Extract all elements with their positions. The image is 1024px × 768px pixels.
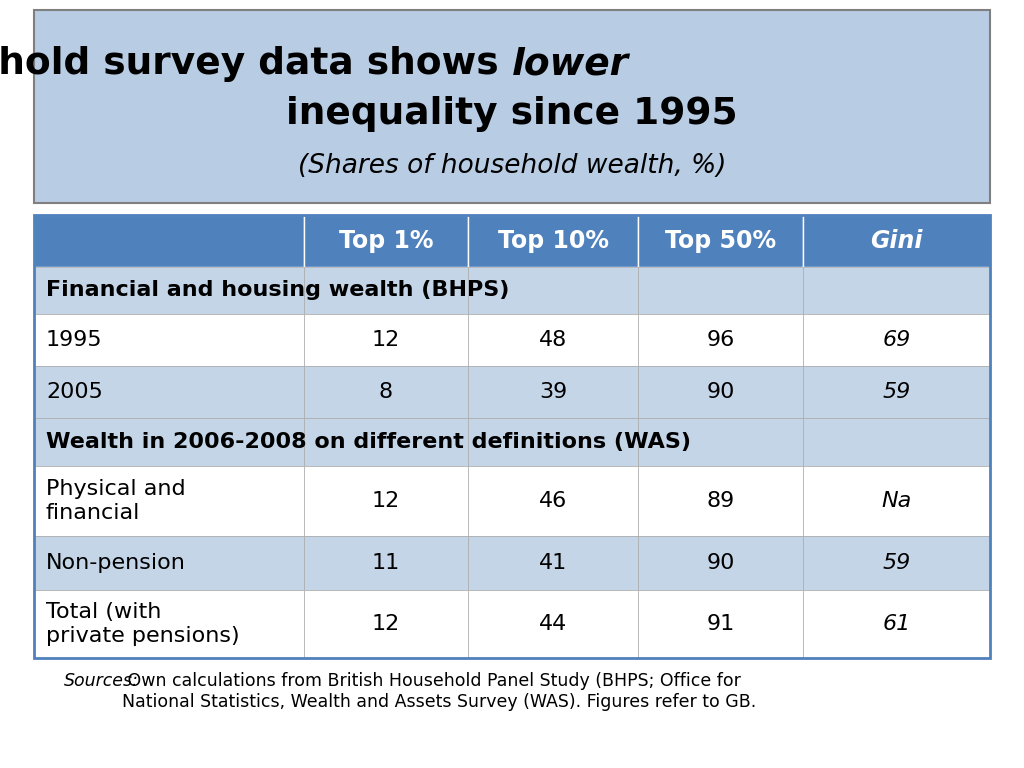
Text: 91: 91 bbox=[707, 614, 734, 634]
Text: Financial and housing wealth (BHPS): Financial and housing wealth (BHPS) bbox=[46, 280, 509, 300]
Bar bbox=[638, 466, 803, 536]
Text: (Shares of household wealth, %): (Shares of household wealth, %) bbox=[298, 154, 726, 180]
Bar bbox=[468, 536, 638, 590]
Text: Top 1%: Top 1% bbox=[339, 229, 433, 253]
Text: Own calculations from British Household Panel Study (BHPS; Office for
National S: Own calculations from British Household … bbox=[122, 672, 757, 711]
Text: Gini: Gini bbox=[870, 229, 923, 253]
Text: 12: 12 bbox=[372, 614, 400, 634]
Bar bbox=[34, 10, 990, 203]
Bar bbox=[34, 590, 304, 658]
Bar bbox=[34, 536, 304, 590]
Bar bbox=[638, 314, 803, 366]
Bar bbox=[803, 314, 990, 366]
Text: 41: 41 bbox=[539, 553, 567, 573]
Bar bbox=[34, 314, 304, 366]
Bar bbox=[304, 215, 468, 267]
Text: lower: lower bbox=[512, 46, 629, 82]
Bar bbox=[468, 466, 638, 536]
Bar bbox=[34, 466, 304, 536]
Text: 48: 48 bbox=[539, 330, 567, 350]
Bar bbox=[638, 418, 803, 466]
Text: 89: 89 bbox=[707, 491, 734, 511]
Text: Total (with
private pensions): Total (with private pensions) bbox=[46, 602, 240, 646]
Bar bbox=[468, 590, 638, 658]
Text: Sources:: Sources: bbox=[63, 672, 139, 690]
Text: 12: 12 bbox=[372, 330, 400, 350]
Bar bbox=[468, 314, 638, 366]
Bar bbox=[304, 314, 468, 366]
Text: Physical and
financial: Physical and financial bbox=[46, 479, 185, 522]
Text: 46: 46 bbox=[539, 491, 567, 511]
Bar bbox=[803, 215, 990, 267]
Bar bbox=[638, 215, 803, 267]
Text: 1995: 1995 bbox=[46, 330, 102, 350]
Text: 11: 11 bbox=[372, 553, 400, 573]
Bar bbox=[803, 536, 990, 590]
Bar bbox=[638, 267, 803, 314]
Bar bbox=[638, 366, 803, 418]
Bar bbox=[468, 366, 638, 418]
Text: 61: 61 bbox=[883, 614, 910, 634]
Bar bbox=[803, 466, 990, 536]
Bar bbox=[304, 366, 468, 418]
Text: Top 10%: Top 10% bbox=[498, 229, 608, 253]
Text: 12: 12 bbox=[372, 491, 400, 511]
Bar bbox=[304, 466, 468, 536]
Text: But household survey data shows: But household survey data shows bbox=[0, 46, 512, 82]
Text: Na: Na bbox=[882, 491, 911, 511]
Bar bbox=[803, 366, 990, 418]
Bar bbox=[638, 590, 803, 658]
Bar bbox=[468, 418, 638, 466]
Bar bbox=[34, 215, 304, 267]
Bar bbox=[34, 366, 304, 418]
Bar bbox=[803, 267, 990, 314]
Text: Top 50%: Top 50% bbox=[665, 229, 776, 253]
Bar bbox=[34, 418, 304, 466]
Bar bbox=[468, 215, 638, 267]
Text: 39: 39 bbox=[539, 382, 567, 402]
Text: 8: 8 bbox=[379, 382, 393, 402]
Text: 96: 96 bbox=[707, 330, 734, 350]
Text: inequality since 1995: inequality since 1995 bbox=[286, 96, 738, 132]
Bar bbox=[34, 215, 990, 658]
Text: 69: 69 bbox=[883, 330, 910, 350]
Bar bbox=[468, 267, 638, 314]
Text: 90: 90 bbox=[707, 553, 734, 573]
Text: Wealth in 2006-2008 on different definitions (WAS): Wealth in 2006-2008 on different definit… bbox=[46, 432, 691, 452]
Bar bbox=[803, 418, 990, 466]
Bar bbox=[304, 267, 468, 314]
Text: 90: 90 bbox=[707, 382, 734, 402]
Bar bbox=[638, 536, 803, 590]
Text: 44: 44 bbox=[539, 614, 567, 634]
Text: Non-pension: Non-pension bbox=[46, 553, 186, 573]
Text: 59: 59 bbox=[883, 382, 910, 402]
Bar bbox=[304, 536, 468, 590]
Bar bbox=[304, 418, 468, 466]
Bar bbox=[304, 590, 468, 658]
Bar bbox=[34, 267, 304, 314]
Text: 59: 59 bbox=[883, 553, 910, 573]
Bar bbox=[803, 590, 990, 658]
Text: 2005: 2005 bbox=[46, 382, 102, 402]
